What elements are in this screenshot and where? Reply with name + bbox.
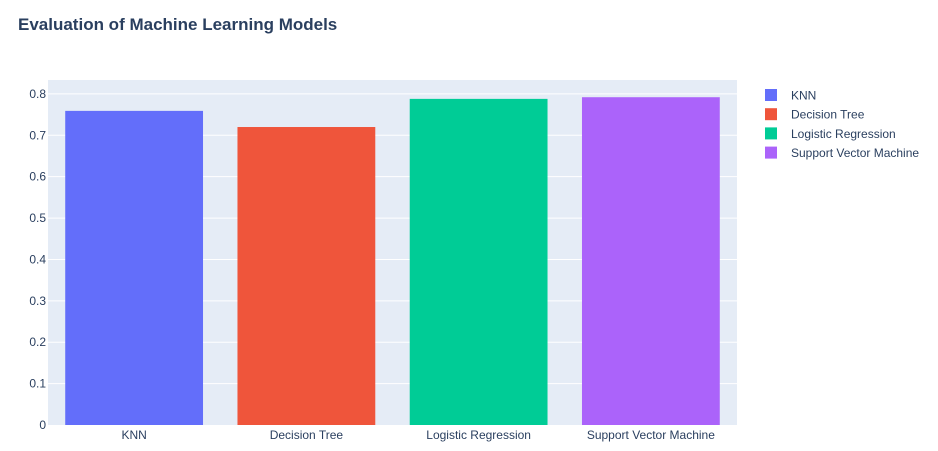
x-axis-ticks: KNN Decision Tree Logistic Regression Suppo… [121,428,715,442]
legend-label: Logistic Regression [791,127,896,141]
legend-swatch [765,146,777,159]
x-tick-label: Logistic Regression [426,428,531,442]
legend-swatch [765,89,777,101]
legend-item-decision-tree[interactable]: Decision Tree [765,108,865,122]
legend-swatch [765,127,777,140]
chart-title: Evaluation of Machine Learning Models [18,15,337,34]
legend-label: Decision Tree [791,108,865,122]
legend-swatch [765,108,777,121]
x-tick-label: Decision Tree [270,428,344,442]
y-tick-label: 0.7 [29,128,46,142]
bar-knn[interactable] [65,110,204,426]
legend-item-support-vector-machine[interactable]: Support Vector Machine [765,146,919,160]
y-axis-ticks: 0 0.1 0.2 0.3 0.4 0.5 0.6 0.7 0.8 [29,87,46,432]
y-tick-label: 0 [39,418,46,432]
bar-logistic-regression[interactable] [409,98,548,425]
y-tick-label: 0.3 [29,294,46,308]
y-tick-label: 0.1 [29,377,46,391]
bar-decision-tree[interactable] [237,127,376,426]
legend: KNN Decision Tree Logistic Regression Suppo… [765,89,919,160]
y-tick-label: 0.4 [29,252,46,266]
y-tick-label: 0.2 [29,335,46,349]
bar-support-vector-machine[interactable] [581,97,720,425]
legend-label: KNN [791,89,816,103]
x-tick-label: KNN [121,428,146,442]
bars [65,97,720,426]
legend-item-knn[interactable]: KNN [765,89,816,103]
y-tick-label: 0.8 [29,87,46,101]
legend-item-logistic-regression[interactable]: Logistic Regression [765,127,896,141]
y-tick-label: 0.5 [29,211,46,225]
legend-label: Support Vector Machine [791,146,919,160]
x-tick-label: Support Vector Machine [587,428,715,442]
y-tick-label: 0.6 [29,170,46,184]
